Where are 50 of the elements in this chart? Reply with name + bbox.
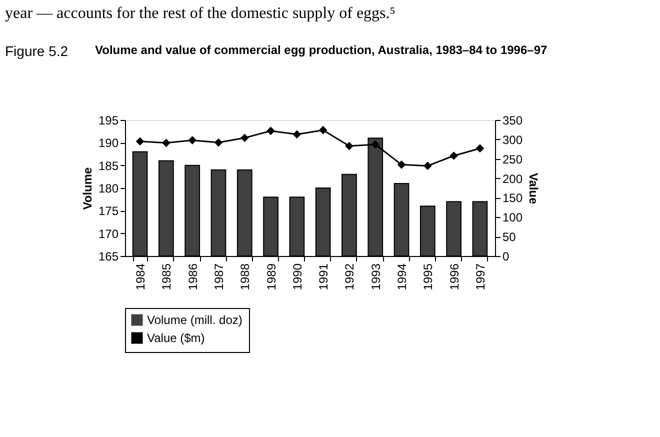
x-tick-label: 1986	[186, 263, 200, 290]
y2-tick-label: 150	[502, 191, 523, 206]
x-tick-label: 1995	[421, 263, 436, 290]
y2-axis-title: Value	[526, 172, 541, 204]
point	[214, 138, 223, 147]
x-tick-label: 1990	[290, 263, 304, 290]
point	[292, 130, 302, 139]
x-tick-label: 1987	[212, 263, 226, 290]
point	[476, 144, 484, 153]
legend-label: Value ($m)	[147, 331, 205, 345]
point	[240, 134, 249, 142]
y-tick-label: 190	[98, 136, 119, 150]
point	[450, 152, 458, 160]
x-tick-label: 1989	[264, 263, 278, 290]
x-tick-label: 1993	[368, 263, 383, 290]
point	[397, 160, 406, 169]
y-tick-label: 170	[98, 226, 119, 241]
point	[162, 138, 170, 148]
x-tick-label: 1994	[395, 263, 410, 290]
y-tick-label: 165	[98, 250, 119, 264]
x-tick-label: 1992	[342, 263, 357, 290]
y2-tick-label: 0	[502, 250, 510, 264]
y-axis-title: Volume	[80, 166, 94, 210]
point	[188, 136, 197, 144]
y-tick-label: 195	[98, 114, 119, 128]
text: year — accounts for the rest of the domestic supply of eggs.⁵	[5, 5, 396, 22]
y2-tick-label: 50	[502, 230, 516, 244]
x-tick-label: 1988	[238, 263, 252, 290]
x-tick-label: 1984	[134, 263, 148, 290]
y2-tick-label: 250	[502, 152, 523, 166]
y2-tick-label: 300	[502, 132, 523, 147]
point	[266, 126, 275, 136]
point	[136, 137, 144, 146]
x-tick-label: 1991	[316, 263, 331, 290]
x-tick-label: 1997	[473, 263, 488, 290]
y2-tick-label: 100	[502, 210, 523, 225]
point	[423, 162, 432, 170]
y-tick-label: 185	[98, 158, 119, 173]
point	[318, 126, 328, 134]
point	[345, 142, 354, 150]
point	[371, 140, 380, 149]
y-tick-label: 180	[98, 182, 119, 196]
y2-tick-label: 200	[502, 172, 523, 186]
y2-tick-label: 350	[502, 114, 523, 128]
x-tick-label: 1996	[447, 263, 462, 290]
y-tick-label: 175	[98, 204, 119, 218]
legend-label: Volume (mill. doz)	[147, 313, 242, 327]
caption: Figure 5.2	[5, 43, 68, 59]
chart-title: Volume and value of commercial egg production, Australia, 1983–84 to 1996–97	[95, 43, 548, 57]
x-tick-label: 1985	[160, 263, 174, 290]
